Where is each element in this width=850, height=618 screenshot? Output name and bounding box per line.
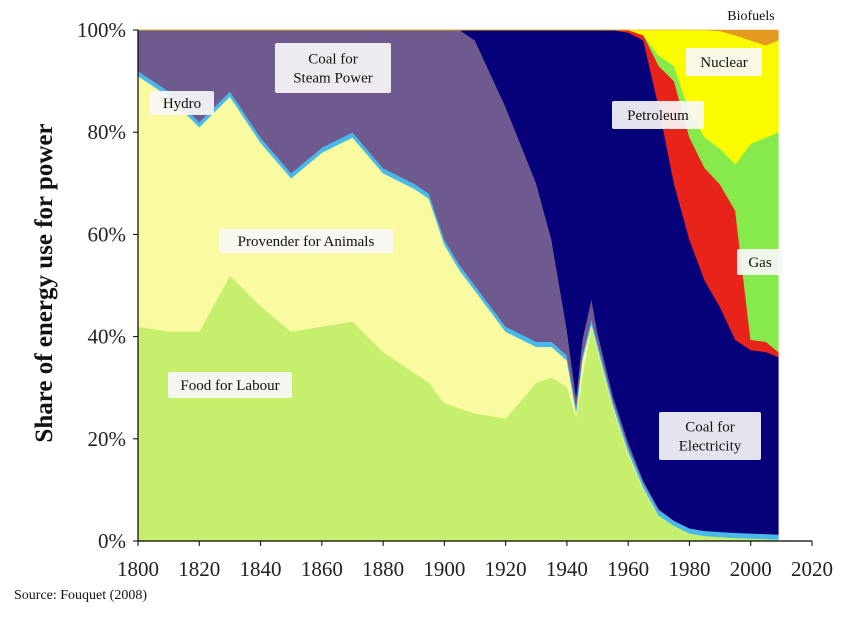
label-box <box>150 91 214 115</box>
label-petroleum: Petroleum <box>612 101 704 129</box>
x-tick-label: 1840 <box>240 557 282 581</box>
x-tick-label: 1920 <box>485 557 527 581</box>
area-biofuels <box>138 29 779 46</box>
y-tick-label: 100% <box>77 18 126 42</box>
label-gas: Gas <box>737 249 783 275</box>
label-provender-for-animals: Provender for Animals <box>219 229 393 253</box>
x-tick-label: 2020 <box>791 557 833 581</box>
label-box <box>612 101 704 129</box>
label-text: Petroleum <box>627 108 689 124</box>
label-nuclear: Nuclear <box>686 48 762 76</box>
label-text: Coal for <box>308 52 358 68</box>
x-tick-label: 1960 <box>607 557 649 581</box>
label-box <box>168 372 292 398</box>
label-hydro: Hydro <box>150 91 214 115</box>
label-text: Gas <box>748 255 771 271</box>
label-box <box>737 249 783 275</box>
axes <box>137 30 812 542</box>
x-tick-label: 1800 <box>117 557 159 581</box>
y-axis-ticks: 0% 20% 40% 60% 80% 100% <box>77 18 138 553</box>
label-text: Nuclear <box>700 55 747 71</box>
label-box <box>659 412 761 460</box>
y-tick-label: 20% <box>88 427 127 451</box>
label-box <box>275 43 391 93</box>
label-box <box>219 229 393 253</box>
label-text: Electricity <box>679 439 742 455</box>
y-axis-label: Share of energy use for power <box>31 123 58 442</box>
label-text: Hydro <box>163 96 201 112</box>
label-text: Steam Power <box>293 71 373 87</box>
x-tick-label: 1820 <box>178 557 220 581</box>
y-tick-label: 40% <box>88 325 127 349</box>
x-tick-label: 1940 <box>546 557 588 581</box>
area-annotations: Coal for Steam Power Hydro Provender for An… <box>150 9 783 460</box>
y-tick-label: 80% <box>88 120 127 144</box>
source-note: Source: Fouquet (2008) <box>14 588 147 603</box>
y-tick-label: 0% <box>98 529 126 553</box>
label-box <box>686 48 762 76</box>
label-text: Food for Labour <box>180 378 279 394</box>
label-text: Provender for Animals <box>238 234 375 250</box>
area-series-group <box>137 29 779 542</box>
label-coal-for-electricity: Coal for Electricity <box>659 412 761 460</box>
label-text: Biofuels <box>727 9 774 24</box>
x-axis-ticks: 1800 1820 1840 1860 1880 1900 1920 1940 1960 1980… <box>117 541 833 581</box>
y-tick-label: 60% <box>88 222 127 246</box>
x-tick-label: 1880 <box>362 557 404 581</box>
label-text: Coal for <box>685 420 735 436</box>
label-biofuels: Biofuels <box>727 9 774 24</box>
x-tick-label: 1860 <box>301 557 343 581</box>
label-food-for-labour: Food for Labour <box>168 372 292 398</box>
x-tick-label: 1900 <box>423 557 465 581</box>
x-tick-label: 2000 <box>730 557 772 581</box>
x-tick-label: 1980 <box>668 557 710 581</box>
label-coal-for-steam-power: Coal for Steam Power <box>275 43 391 93</box>
